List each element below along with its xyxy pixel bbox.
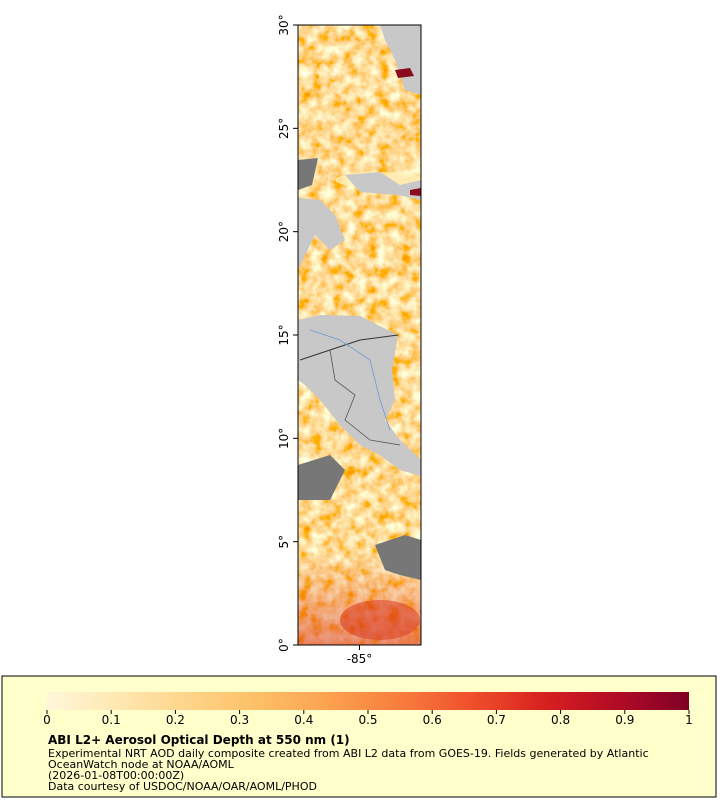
map-field [298,25,421,645]
colorbar-tick-label: 0.1 [102,713,121,727]
colorbar-tick-label: 0.8 [551,713,570,727]
colorbar-tick-label: 0.9 [615,713,634,727]
colorbar-tick-label: 0.5 [358,713,377,727]
y-tick-label: 25° [277,118,291,139]
colorbar-tick-label: 0.3 [230,713,249,727]
y-tick-label: 5° [277,535,291,549]
y-tick-label: 15° [277,324,291,345]
y-tick-label: 10° [277,428,291,449]
x-tick-label: -85° [347,652,373,666]
y-tick-label: 20° [277,221,291,242]
description: (2026-01-08T00:00:00Z) [48,769,184,782]
colorbar-tick-label: 0.4 [294,713,313,727]
y-tick-label: 0° [277,638,291,652]
colorbar-tick-label: 1 [685,713,693,727]
colorbar-tick-label: 0.2 [166,713,185,727]
colorbar-tick-label: 0 [43,713,51,727]
y-tick-label: 30° [277,14,291,35]
title: ABI L2+ Aerosol Optical Depth at 550 nm … [48,733,350,747]
description: OceanWatch node at NOAA/AOML [48,758,235,771]
colorbar [47,692,689,710]
colorbar-tick-label: 0.7 [487,713,506,727]
description: Data courtesy of USDOC/NOAA/OAR/AOML/PHO… [48,780,317,793]
description: Experimental NRT AOD daily composite cre… [48,747,649,760]
colorbar-tick-label: 0.6 [423,713,442,727]
